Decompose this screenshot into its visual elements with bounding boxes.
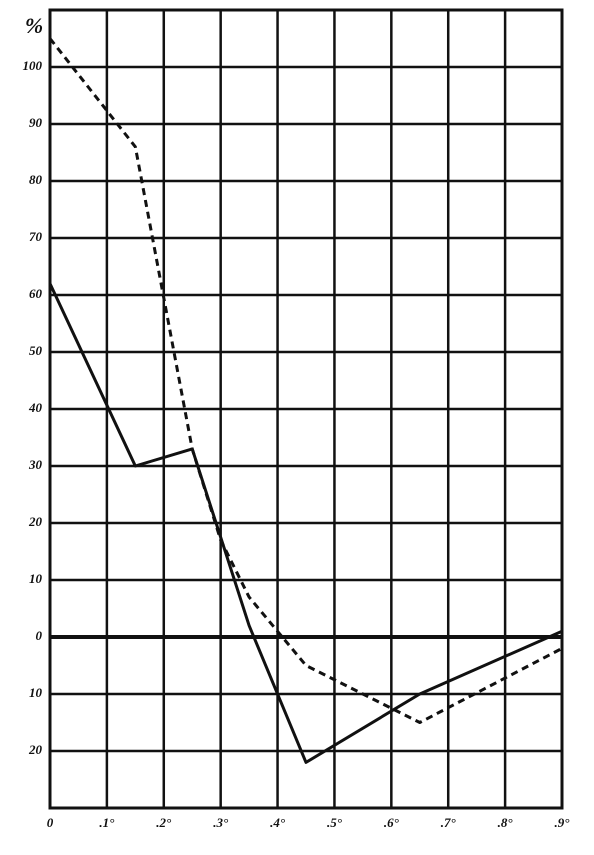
- x-tick-label: .7°: [441, 815, 457, 830]
- y-tick-label: 50: [29, 343, 43, 358]
- y-tick-label: 30: [28, 457, 43, 472]
- y-axis-label: %: [25, 13, 43, 38]
- x-tick-label: .4°: [270, 815, 286, 830]
- x-tick-label: .9°: [555, 815, 571, 830]
- x-tick-label: .8°: [498, 815, 514, 830]
- y-tick-label: 10: [29, 571, 43, 586]
- y-tick-label: 10: [29, 685, 43, 700]
- y-tick-label: 40: [28, 400, 43, 415]
- series-line: [48, 282, 563, 764]
- x-tick-label: 0: [47, 815, 54, 830]
- x-tick-label: .6°: [384, 815, 400, 830]
- x-tick-label: .2°: [156, 815, 172, 830]
- y-tick-label: 0: [36, 628, 43, 643]
- y-tick-label: 80: [29, 172, 43, 187]
- y-tick-label: 20: [28, 742, 43, 757]
- x-tick-label: .1°: [99, 815, 115, 830]
- y-tick-label: 60: [29, 286, 43, 301]
- y-tick-label: 90: [29, 115, 43, 130]
- y-tick-label: 20: [28, 514, 43, 529]
- x-tick-label: .5°: [327, 815, 343, 830]
- x-tick-label: .3°: [213, 815, 229, 830]
- y-tick-label: 100: [23, 58, 43, 73]
- y-tick-label: 70: [29, 229, 43, 244]
